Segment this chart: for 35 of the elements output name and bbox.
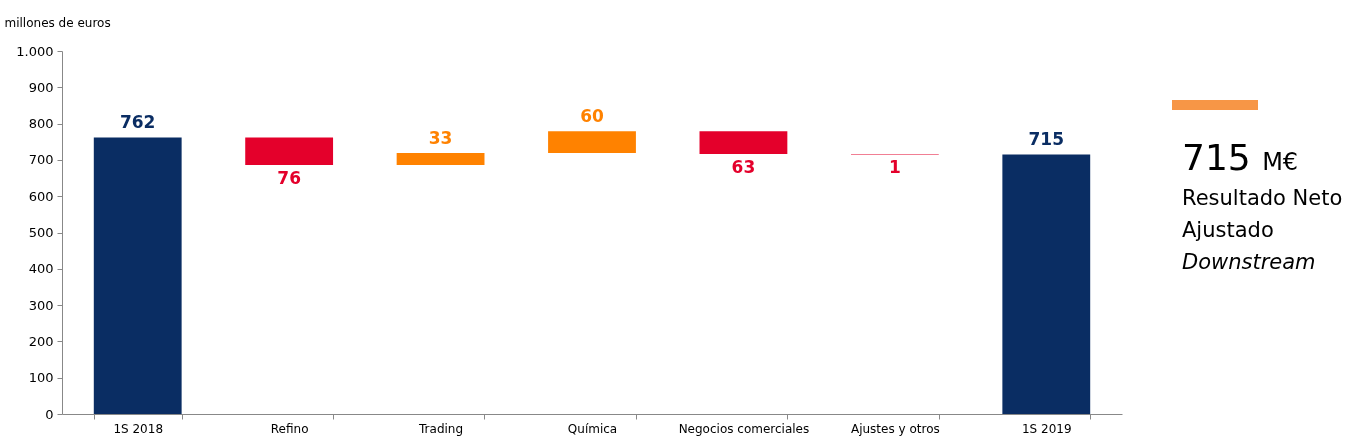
text: Resultado Neto Ajustado	[1182, 185, 1344, 244]
y-tick-label: 900	[28, 79, 54, 95]
x-tick-label: Refino	[270, 421, 309, 436]
y-tick-label: 400	[28, 261, 54, 277]
bar	[396, 153, 485, 165]
x-tick-label: Negocios comerciales	[678, 421, 810, 436]
text: Downstream	[1182, 249, 1317, 276]
y-tick-label: 700	[28, 152, 54, 168]
bar	[245, 137, 334, 165]
data-label: 76	[277, 167, 301, 188]
x-tick-label: 1S 2018	[113, 421, 164, 436]
y-tick-label: 800	[28, 116, 54, 132]
data-label: 63	[731, 157, 756, 178]
bar	[93, 137, 182, 414]
y-tick-label: 1.000	[16, 43, 54, 59]
text: 715 M€	[1182, 137, 1300, 180]
y-tick-label: 500	[28, 225, 54, 240]
bar	[1002, 154, 1091, 414]
bar	[548, 131, 636, 153]
data-label: 762	[119, 112, 156, 133]
x-tick-label: Química	[567, 421, 618, 436]
x-tick-label: 1S 2019	[1021, 421, 1072, 436]
data-label: 33	[428, 128, 453, 148]
y-axis-title: millones de euros	[4, 15, 111, 30]
y-tick-label: 600	[28, 188, 54, 204]
x-tick-label: Trading	[418, 421, 464, 436]
data-label: 1	[888, 157, 901, 178]
bar	[699, 131, 788, 155]
data-label: 60	[580, 106, 604, 127]
y-tick-label: 0	[45, 406, 54, 422]
y-tick-label: 200	[28, 333, 54, 349]
y-tick-label: 300	[28, 297, 54, 313]
y-tick-label: 100	[28, 370, 54, 386]
x-tick-label: Ajustes y otros	[850, 421, 940, 436]
data-label: 715	[1028, 129, 1065, 150]
